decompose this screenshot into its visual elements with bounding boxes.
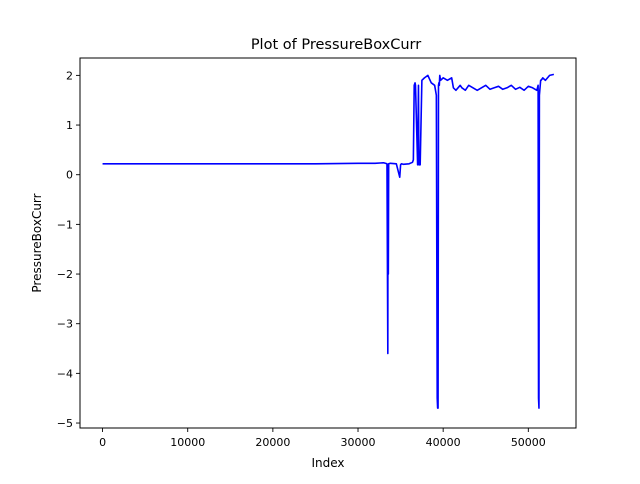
y-tick-label: −2 [57,268,73,281]
x-axis: 0 10000 20000 30000 40000 50000 [99,428,546,449]
y-tick-label: −5 [57,417,73,430]
y-axis: 2 1 0 −1 −2 −3 −4 −5 [57,69,80,430]
y-tick-label: −1 [57,218,73,231]
y-tick-label: 0 [66,169,73,182]
y-tick-label: −4 [57,367,73,380]
plot-area [102,73,555,409]
series-line-0 [102,73,555,409]
y-tick-label: 1 [66,119,73,132]
x-tick-label: 40000 [426,436,461,449]
x-tick-label: 10000 [170,436,205,449]
axes-frame [79,57,577,429]
x-tick-label: 20000 [255,436,290,449]
chart-title: Plot of PressureBoxCurr [251,37,421,53]
y-axis-label: PressureBoxCurr [30,193,44,292]
x-tick-label: 0 [99,436,106,449]
x-axis-label: Index [311,456,344,470]
x-tick-label: 30000 [341,436,376,449]
y-tick-label: 2 [66,69,73,82]
y-tick-label: −3 [57,318,73,331]
x-tick-label: 50000 [511,436,546,449]
